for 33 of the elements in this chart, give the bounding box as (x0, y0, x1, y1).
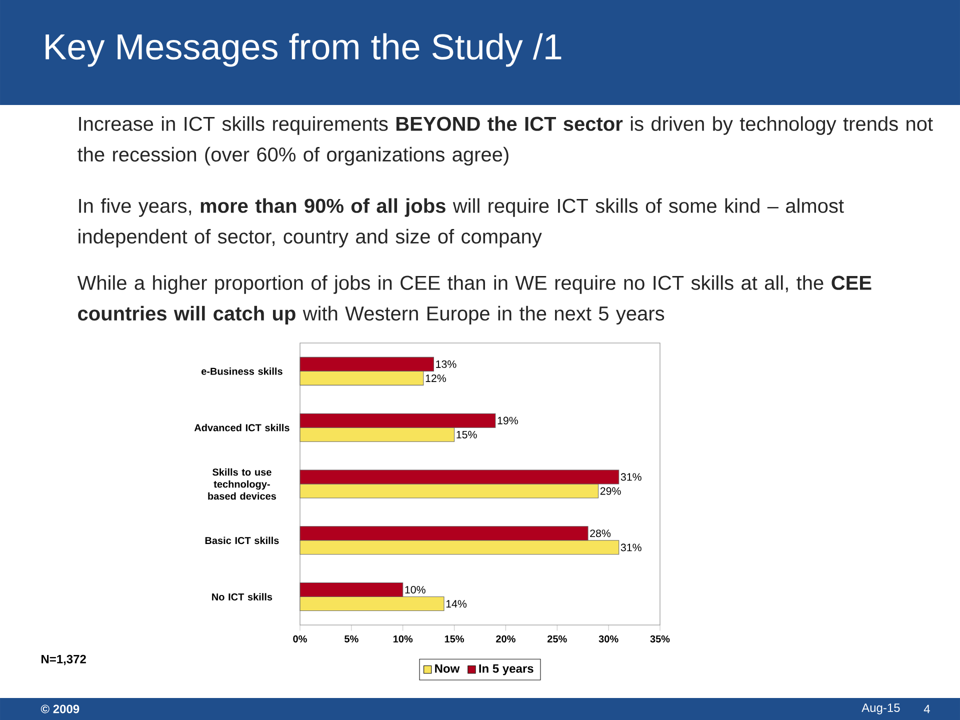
chart-title: Key Messages from the Study /1 (46, 33, 562, 67)
data-label: 28% (590, 530, 611, 538)
x-tick-label: 30% (598, 635, 618, 642)
text: While a higher proportion of jobs in CEE than in WE require no ICT skills at all, the CEE countries will catch up with Western Europe in the next 5 years (77, 275, 872, 325)
x-tick-label: 15% (444, 635, 464, 642)
legend-label: Now (435, 664, 460, 673)
x-tick-label: 5% (344, 635, 358, 642)
y-tick-label: Basic ICT skills (205, 536, 279, 544)
legend-label: In 5 years (479, 664, 534, 676)
text: In five years, more than 90% of all jobs will require ICT skills of some kind – almost independent of sector, country and size of company (78, 198, 844, 248)
data-label: 31% (620, 544, 642, 552)
text: N=1,372 (42, 654, 86, 666)
data-label: 12% (426, 374, 446, 382)
data-label: 13% (436, 360, 456, 368)
y-tick-label: Advanced ICT skills (194, 424, 290, 432)
x-tick-label: 20% (496, 635, 516, 642)
x-tick-label: 10% (393, 635, 413, 642)
data-label: 15% (456, 430, 477, 438)
text: Aug-15 (862, 704, 900, 714)
x-tick-label: 0% (293, 635, 307, 642)
x-tick-label: 25% (547, 635, 567, 642)
text: © 2009 (40, 704, 80, 714)
data-label: 19% (498, 416, 518, 424)
data-label: 10% (405, 586, 426, 594)
text: 4 (924, 704, 930, 714)
data-label: 14% (446, 600, 467, 608)
data-label: 29% (600, 487, 621, 495)
y-tick-label: No ICT skills (212, 593, 272, 600)
data-label: 31% (620, 473, 642, 481)
x-tick-label: 35% (650, 635, 670, 642)
y-tick-label: e-Business skills (202, 368, 282, 375)
y-tick-label: Skills to use technology-based devices (208, 468, 276, 500)
text: Increase in ICT skills requirements BEYOND the ICT sector is driven by technology trends not the recession (over 60% of organizations agree) (78, 116, 933, 166)
